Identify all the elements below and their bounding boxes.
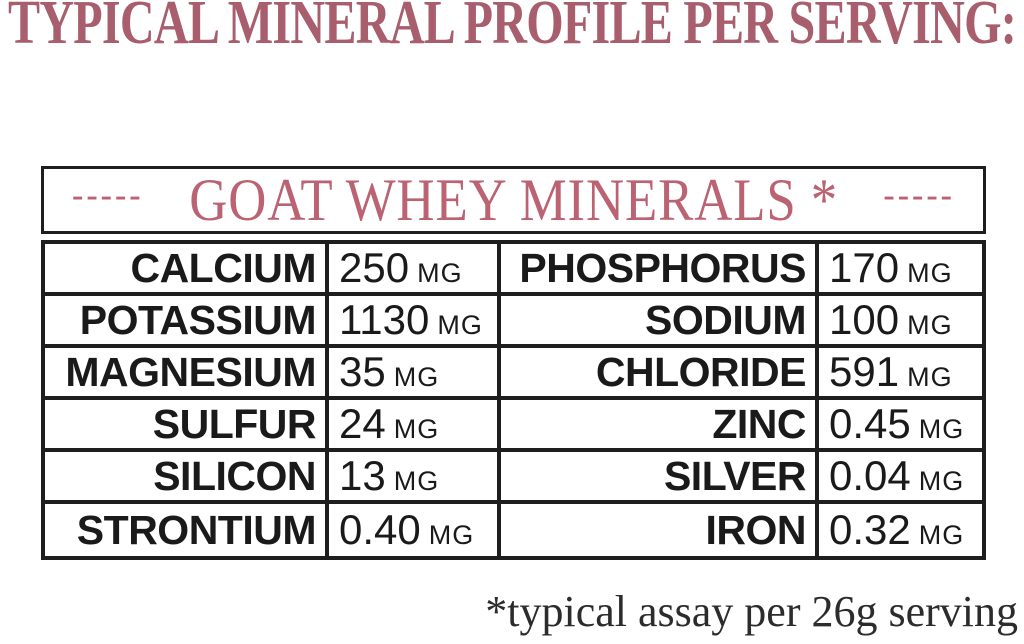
mineral-value: 0.04 (829, 452, 911, 499)
footnote: *typical assay per 26g serving (485, 587, 1018, 636)
page-title-text: TYPICAL MINERAL PROFILE PER SERVING: (8, 0, 1017, 57)
mineral-value: 100 (829, 296, 900, 343)
mineral-value: 591 (829, 348, 900, 395)
mineral-value-cell: 0.32 MG (819, 504, 982, 556)
mineral-value-cell: 1130 MG (329, 296, 501, 348)
mineral-value-cell: 100 MG (819, 296, 982, 348)
minerals-table: ----- GOAT WHEY MINERALS * ----- CALCIUM… (41, 166, 986, 560)
mineral-value: 1130 (339, 296, 430, 343)
header-dash-right: ----- (883, 177, 955, 214)
mineral-unit: MG (417, 258, 463, 288)
table-header: ----- GOAT WHEY MINERALS * ----- (41, 166, 986, 234)
mineral-value: 0.32 (829, 506, 911, 553)
mineral-unit: MG (393, 414, 440, 444)
mineral-unit: MG (393, 466, 440, 496)
mineral-unit: MG (393, 362, 440, 392)
mineral-value-cell: 170 MG (819, 244, 982, 296)
mineral-value-cell: 0.45 MG (819, 400, 982, 452)
mineral-name-cell: IRON (501, 504, 819, 556)
mineral-value: 0.45 (829, 400, 911, 447)
mineral-value: 13 (339, 452, 386, 499)
mineral-value-cell: 13 MG (329, 452, 501, 504)
mineral-value-cell: 250 MG (329, 244, 501, 296)
table-header-title: GOAT WHEY MINERALS * (189, 167, 838, 233)
mineral-name-cell: SULFUR (45, 400, 329, 452)
mineral-value: 35 (339, 348, 386, 395)
mineral-value-cell: 35 MG (329, 348, 501, 400)
mineral-value: 0.40 (339, 506, 421, 553)
mineral-name-cell: SODIUM (501, 296, 819, 348)
mineral-unit: MG (907, 310, 953, 340)
mineral-value-cell: 0.04 MG (819, 452, 982, 504)
mineral-unit: MG (907, 258, 953, 288)
mineral-name-cell: CALCIUM (45, 244, 329, 296)
mineral-value: 170 (829, 244, 900, 291)
mineral-value-cell: 591 MG (819, 348, 982, 400)
header-dash-left: ----- (72, 177, 144, 214)
mineral-value: 250 (339, 244, 410, 291)
mineral-name-cell: STRONTIUM (45, 504, 329, 556)
mineral-name-cell: ZINC (501, 400, 819, 452)
mineral-name-cell: SILICON (45, 452, 329, 504)
mineral-unit: MG (428, 520, 475, 550)
mineral-value-cell: 0.40 MG (329, 504, 501, 556)
mineral-unit: MG (918, 520, 965, 550)
mineral-unit: MG (918, 466, 965, 496)
mineral-name-cell: CHLORIDE (501, 348, 819, 400)
mineral-name-cell: PHOSPHORUS (501, 244, 819, 296)
mineral-name-cell: POTASSIUM (45, 296, 329, 348)
mineral-name-cell: SILVER (501, 452, 819, 504)
mineral-unit: MG (918, 414, 965, 444)
page-title: TYPICAL MINERAL PROFILE PER SERVING: (8, 0, 1017, 57)
mineral-value: 24 (339, 400, 386, 447)
mineral-value-cell: 24 MG (329, 400, 501, 452)
mineral-unit: MG (907, 362, 953, 392)
mineral-name-cell: MAGNESIUM (45, 348, 329, 400)
minerals-grid: CALCIUM 250 MG PHOSPHORUS 170 MG POTASSIUM… (41, 240, 986, 560)
mineral-unit: MG (437, 310, 483, 340)
